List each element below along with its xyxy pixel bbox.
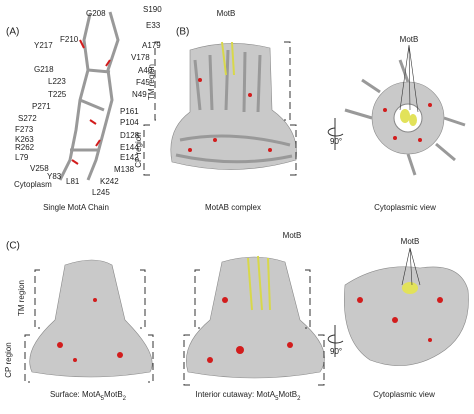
residue-label: E33 <box>146 21 161 30</box>
residue-label: F273 <box>15 125 34 134</box>
caption-part: Interior cutaway: MotA <box>196 390 276 399</box>
caption: MotAB complex <box>205 203 261 212</box>
panel-label: (A) <box>6 27 19 38</box>
residue-label: T225 <box>48 90 67 99</box>
motb-label: MotB <box>283 231 302 240</box>
panel-label: (C) <box>6 241 20 252</box>
residue-label: L79 <box>15 153 29 162</box>
residue-label: P271 <box>32 102 51 111</box>
residue-label: N49 <box>132 90 147 99</box>
caption: Cytoplasmic view <box>373 390 435 399</box>
caption-part: Single MotA Chain <box>43 203 109 212</box>
residue-label: K242 <box>100 177 119 186</box>
caption-part: MotB <box>278 390 297 399</box>
residue-label: P104 <box>120 118 139 127</box>
rotation-label: 90° <box>330 137 342 146</box>
caption-part: 5 <box>101 396 105 402</box>
residue-label: Y217 <box>34 41 53 50</box>
region-label: TM region <box>17 280 26 316</box>
residue-label: L245 <box>92 188 110 197</box>
caption-part: MotB <box>104 390 123 399</box>
caption-part: 5 <box>275 396 279 402</box>
residue-label: L223 <box>48 77 66 86</box>
residue-label: V178 <box>131 53 150 62</box>
residue-label: Cytoplasm <box>14 180 52 189</box>
residue-label: G208 <box>86 9 106 18</box>
residue-label: A40 <box>138 66 153 75</box>
residue-label: G218 <box>34 65 54 74</box>
rotation-label: 90° <box>330 347 342 356</box>
residue-label: E142 <box>120 153 139 162</box>
artwork <box>24 11 469 386</box>
residue-label: K263 <box>15 135 34 144</box>
caption-part: 2 <box>123 396 127 402</box>
caption-part: Cytoplasmic view <box>374 203 436 212</box>
residue-label: S272 <box>18 114 37 123</box>
residue-label: M138 <box>114 165 135 174</box>
panel-label: (B) <box>176 27 189 38</box>
region-label: CP region <box>4 342 13 377</box>
caption: Cytoplasmic view <box>374 203 436 212</box>
residue-label: F210 <box>60 35 79 44</box>
motb-label: MotB <box>400 35 419 44</box>
caption-part: MotAB complex <box>205 203 261 212</box>
region-label: CP region <box>134 132 143 167</box>
residue-label: V258 <box>30 164 49 173</box>
residue-label: E144 <box>120 143 139 152</box>
residue-label: S190 <box>143 5 162 14</box>
residue-label: L81 <box>66 177 80 186</box>
residue-label: R262 <box>15 143 35 152</box>
caption: Surface: MotA5MotB2 <box>50 390 127 401</box>
residue-label: F45 <box>136 78 150 87</box>
motb-label: MotB <box>401 237 420 246</box>
caption-part: 2 <box>297 396 301 402</box>
caption-part: Surface: MotA <box>50 390 101 399</box>
residue-label: A179 <box>142 41 161 50</box>
labels: (A) (B) (C) G208 S190 E33 F210 Y217 A179 V178 G218… <box>4 5 436 401</box>
caption-part: Cytoplasmic view <box>373 390 435 399</box>
residue-label: D128 <box>120 131 140 140</box>
residue-label: Y83 <box>47 172 62 181</box>
region-label: TM region <box>147 64 156 100</box>
caption: Interior cutaway: MotA5MotB2 <box>196 390 302 401</box>
caption: Single MotA Chain <box>43 203 109 212</box>
residue-label: P161 <box>120 107 139 116</box>
motb-label: MotB <box>217 9 236 18</box>
